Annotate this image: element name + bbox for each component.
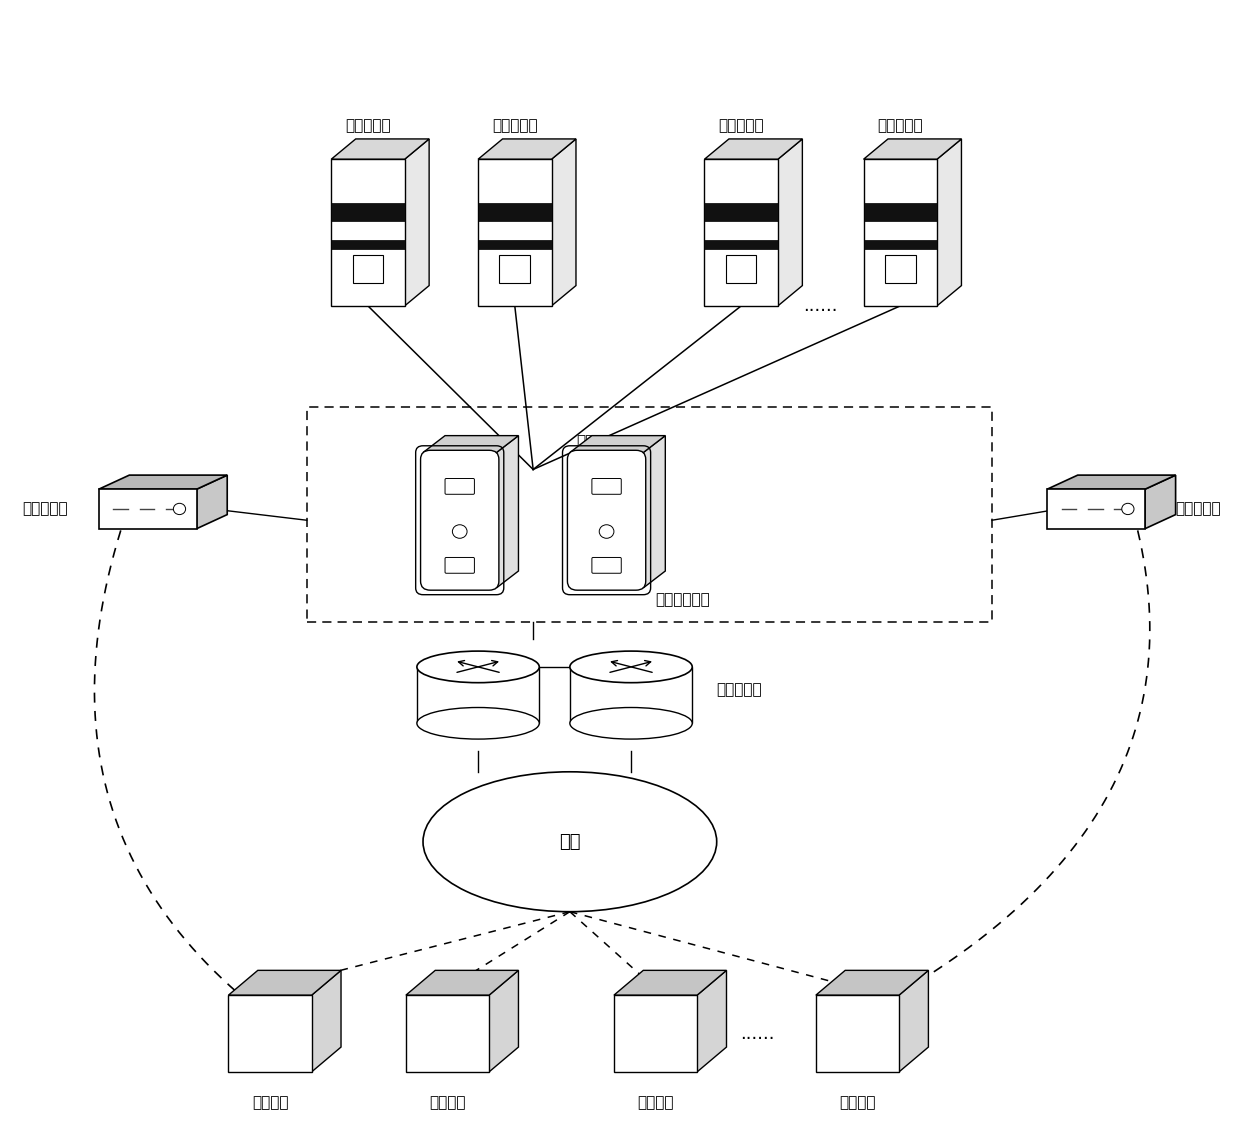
Polygon shape — [570, 667, 692, 723]
Polygon shape — [228, 971, 341, 995]
Polygon shape — [816, 995, 899, 1072]
FancyBboxPatch shape — [591, 478, 621, 494]
Text: 前置服务器: 前置服务器 — [345, 118, 391, 132]
Polygon shape — [99, 489, 197, 529]
Text: 前置服务器: 前置服务器 — [878, 118, 923, 132]
Polygon shape — [500, 255, 529, 283]
Ellipse shape — [417, 708, 539, 739]
Polygon shape — [99, 475, 227, 489]
Circle shape — [174, 504, 186, 515]
Polygon shape — [1047, 475, 1176, 489]
Polygon shape — [644, 435, 666, 588]
Polygon shape — [937, 139, 961, 306]
Polygon shape — [570, 435, 666, 452]
Polygon shape — [405, 995, 489, 1072]
FancyBboxPatch shape — [445, 478, 475, 494]
Polygon shape — [885, 255, 915, 283]
Polygon shape — [816, 971, 929, 995]
Polygon shape — [404, 139, 429, 306]
Polygon shape — [863, 241, 937, 249]
Polygon shape — [704, 159, 777, 306]
Text: 广域路由器: 广域路由器 — [717, 682, 763, 697]
Circle shape — [453, 524, 467, 538]
Circle shape — [1122, 504, 1135, 515]
Text: 专网: 专网 — [559, 833, 580, 851]
Text: 采集终端: 采集终端 — [575, 434, 613, 449]
Ellipse shape — [570, 651, 692, 683]
Polygon shape — [863, 203, 937, 222]
FancyBboxPatch shape — [420, 450, 498, 590]
Text: 采集终端: 采集终端 — [429, 1095, 466, 1110]
Text: 采集终端: 采集终端 — [252, 1095, 288, 1110]
Polygon shape — [423, 435, 518, 452]
Polygon shape — [1047, 489, 1145, 529]
Text: ......: ...... — [740, 1024, 774, 1043]
Polygon shape — [489, 971, 518, 1072]
Polygon shape — [1145, 475, 1176, 529]
FancyBboxPatch shape — [568, 450, 646, 590]
Polygon shape — [704, 203, 777, 222]
Polygon shape — [704, 139, 802, 159]
Text: 采集终端: 采集终端 — [637, 1095, 673, 1110]
Polygon shape — [479, 203, 552, 222]
Polygon shape — [496, 435, 518, 588]
Polygon shape — [331, 241, 404, 249]
Polygon shape — [311, 971, 341, 1072]
Polygon shape — [552, 139, 575, 306]
FancyBboxPatch shape — [591, 557, 621, 573]
Polygon shape — [417, 667, 539, 723]
Polygon shape — [352, 255, 383, 283]
Polygon shape — [331, 139, 429, 159]
Polygon shape — [777, 139, 802, 306]
Polygon shape — [614, 971, 727, 995]
Text: ......: ...... — [804, 297, 838, 315]
Polygon shape — [704, 241, 777, 249]
FancyBboxPatch shape — [445, 557, 475, 573]
Polygon shape — [331, 159, 404, 306]
Text: 采集终端: 采集终端 — [839, 1095, 875, 1110]
Text: 前置服务器: 前置服务器 — [718, 118, 764, 132]
Text: 控制服务器: 控制服务器 — [22, 501, 68, 516]
Polygon shape — [405, 971, 518, 995]
Polygon shape — [479, 241, 552, 249]
Ellipse shape — [570, 708, 692, 739]
Polygon shape — [725, 255, 756, 283]
Text: 以太网交换机: 以太网交换机 — [656, 592, 711, 606]
Polygon shape — [479, 139, 575, 159]
Ellipse shape — [423, 772, 717, 911]
Ellipse shape — [417, 651, 539, 683]
Circle shape — [599, 524, 614, 538]
Polygon shape — [228, 995, 311, 1072]
Polygon shape — [863, 159, 937, 306]
Polygon shape — [197, 475, 227, 529]
Polygon shape — [863, 139, 961, 159]
Polygon shape — [479, 159, 552, 306]
Polygon shape — [331, 203, 404, 222]
Text: 控制服务器: 控制服务器 — [1176, 501, 1221, 516]
Polygon shape — [899, 971, 929, 1072]
Polygon shape — [697, 971, 727, 1072]
Text: 前置服务器: 前置服务器 — [492, 118, 538, 132]
Polygon shape — [614, 995, 697, 1072]
